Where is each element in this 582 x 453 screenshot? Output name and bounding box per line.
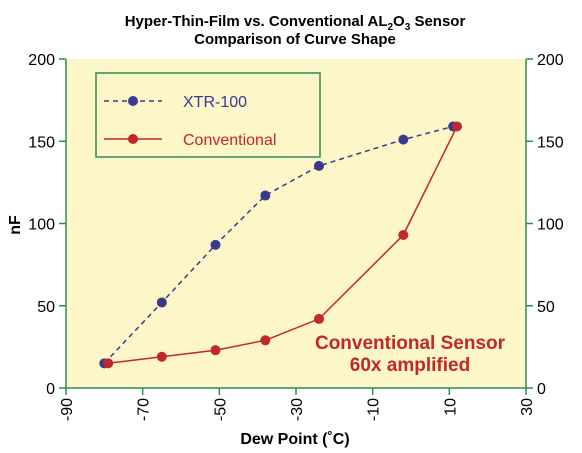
annotation-line1: Conventional Sensor (315, 333, 506, 354)
x-tick-label: -30 (289, 398, 306, 421)
legend-xtr-label: XTR-100 (183, 94, 247, 111)
y-tick-label-left: 100 (28, 217, 55, 234)
x-tick-label: -90 (59, 398, 76, 421)
axes: 0 0 50 50 100 100 150 150 200 200 -90 -70 -50 -30 -10 1… (28, 52, 564, 421)
data-point-xtr-100 (314, 160, 324, 171)
data-point-conventional (452, 121, 462, 132)
data-point-conventional (314, 313, 324, 324)
y-tick-label-right: 200 (537, 52, 564, 69)
y-tick-label-left: 0 (46, 381, 55, 398)
x-tick-label: 10 (442, 398, 459, 416)
data-point-xtr-100 (260, 190, 271, 201)
data-point-xtr-100 (156, 297, 167, 308)
y-axis-label: nF (7, 215, 24, 235)
legend-conv-marker (128, 134, 138, 144)
data-point-conventional (103, 358, 114, 369)
data-point-conventional (398, 230, 409, 241)
chart-title-line1: Hyper-Thin-Film vs. Conventional AL2O3 S… (125, 13, 466, 33)
x-tick-label: -70 (136, 398, 153, 421)
annotation-line2: 60x amplified (350, 355, 470, 376)
x-tick-label: 30 (519, 398, 536, 416)
y-tick-label-right: 150 (537, 134, 564, 151)
legend: XTR-100 Conventional (95, 72, 321, 158)
data-point-conventional (260, 335, 271, 346)
data-point-conventional (156, 351, 167, 362)
y-tick-label-left: 150 (28, 134, 55, 151)
x-tick-label: -10 (366, 398, 383, 421)
data-point-xtr-100 (210, 239, 221, 250)
x-tick-label: -50 (212, 398, 229, 421)
data-point-xtr-100 (398, 134, 409, 145)
legend-conv-label: Conventional (183, 132, 276, 149)
series-layer (99, 121, 462, 369)
data-point-conventional (210, 345, 221, 356)
legend-xtr-marker (128, 96, 138, 106)
y-tick-label-left: 50 (37, 299, 55, 316)
chart-title-line2: Comparison of Curve Shape (194, 31, 396, 48)
y-tick-label-right: 50 (537, 299, 555, 316)
y-tick-label-right: 0 (537, 381, 546, 398)
y-tick-label-left: 200 (28, 52, 55, 69)
y-tick-label-right: 100 (537, 217, 564, 234)
x-axis-label: Dew Point (˚C) (240, 431, 349, 448)
